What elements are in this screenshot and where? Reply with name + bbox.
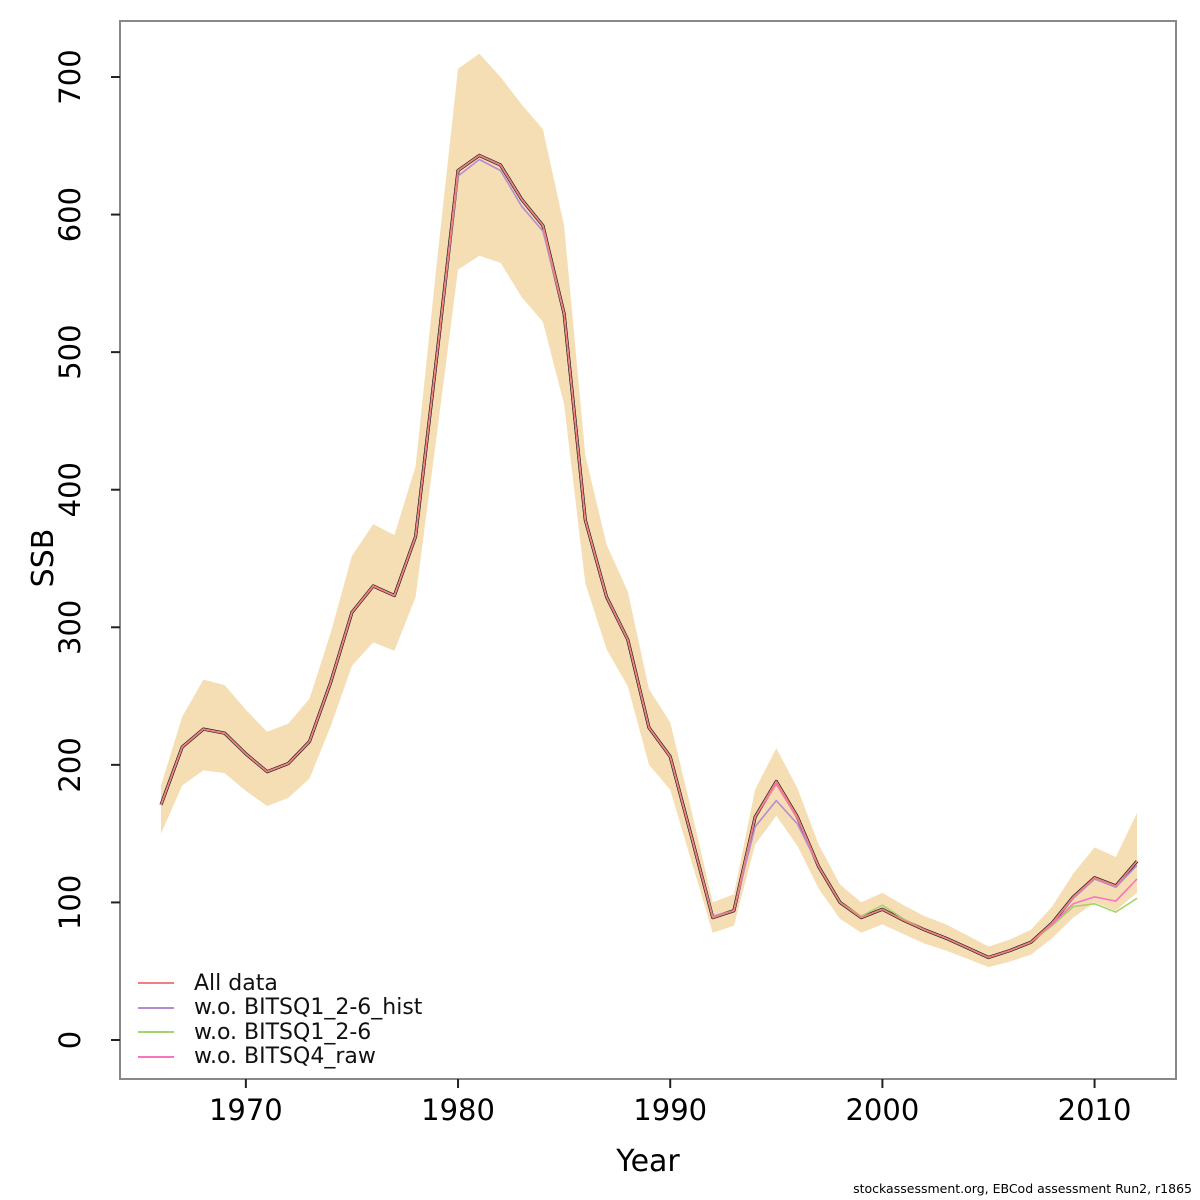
y-tick-label: 300 [53,600,87,655]
legend: All data w.o. BITSQ1_2-6_hist w.o. BITSQ… [138,971,422,1069]
legend-label: w.o. BITSQ1_2-6 [194,1019,372,1045]
y-tick-label: 100 [53,875,87,930]
x-tick-label: 2010 [1058,1093,1132,1127]
footer-credit: stockassessment.org, EBCod assessment Ru… [853,1181,1192,1196]
x-tick-label: 2000 [845,1093,919,1127]
y-tick-label: 0 [53,1031,87,1049]
legend-swatch-wo-bitsq4-raw [138,1055,174,1058]
confidence-band [161,53,1137,968]
legend-item: w.o. BITSQ1_2-6_hist [138,995,423,1021]
y-tick-label: 400 [53,462,87,517]
x-tick-label: 1990 [633,1093,707,1127]
legend-item: All data [138,971,422,996]
plot-border [119,20,1177,1080]
y-tick-label: 600 [53,187,87,242]
series-line-3 [160,154,1138,959]
legend-item: w.o. BITSQ4_raw [138,1044,422,1070]
legend-label: w.o. BITSQ4_raw [194,1044,376,1070]
y-axis-title: SSB [25,528,61,588]
legend-swatch-all-data [138,982,174,985]
legend-label: All data [194,970,278,996]
y-tick-label: 700 [53,49,87,104]
legend-swatch-wo-bitsq1-2-6 [138,1031,174,1034]
x-tick-label: 1970 [209,1093,283,1127]
legend-swatch-wo-bitsq1-2-6-hist [138,1006,174,1009]
y-tick-label: 200 [53,737,87,792]
base-run-line [159,153,1139,960]
legend-item: w.o. BITSQ1_2-6 [138,1020,422,1045]
x-axis-title: Year [616,1144,680,1179]
series-line-1 [160,158,1138,959]
x-tick-label: 1980 [421,1093,495,1127]
y-tick-label: 500 [53,324,87,379]
series-line-2 [160,154,1138,959]
series-line-0 [160,154,1138,959]
legend-label: w.o. BITSQ1_2-6_hist [194,995,423,1021]
